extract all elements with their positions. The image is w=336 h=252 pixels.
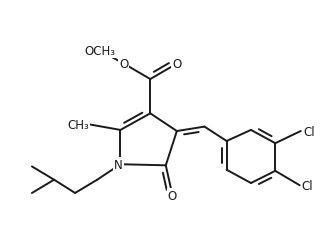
Text: CH₃: CH₃ (68, 118, 89, 131)
Text: O: O (172, 58, 181, 71)
Text: O: O (119, 58, 128, 71)
Text: Cl: Cl (303, 125, 314, 138)
Text: N: N (114, 158, 123, 171)
Text: OCH₃: OCH₃ (84, 45, 115, 57)
Text: Cl: Cl (302, 179, 313, 192)
Text: O: O (168, 189, 177, 202)
